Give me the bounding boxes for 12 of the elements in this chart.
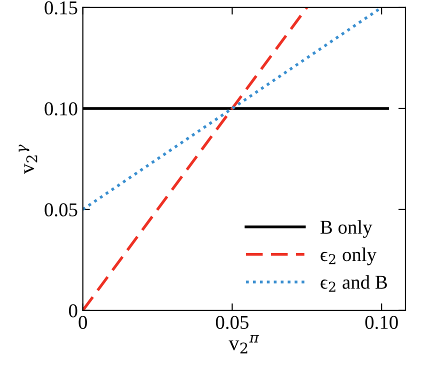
legend-label: ϵ$_{2}$ and B: [320, 275, 387, 292]
y-tick-label: 0.15: [44, 1, 78, 15]
x-tick-label: 0: [78, 316, 87, 329]
y-tick-label: 0: [69, 304, 78, 318]
y-tick-label: 0.10: [44, 102, 78, 116]
y-tick-label: 0.05: [44, 203, 78, 216]
x-tick-label: 0.10: [365, 316, 398, 330]
legend-label: ϵ$_{2}$ only: [320, 248, 376, 266]
x-tick-label: 0.05: [216, 316, 248, 330]
x-axis-title: v$_{2}$$^{π}$: [228, 334, 260, 354]
y-axis-title: v$_{2}$$^{γ}$: [18, 144, 38, 174]
legend-label: B only: [320, 220, 372, 238]
